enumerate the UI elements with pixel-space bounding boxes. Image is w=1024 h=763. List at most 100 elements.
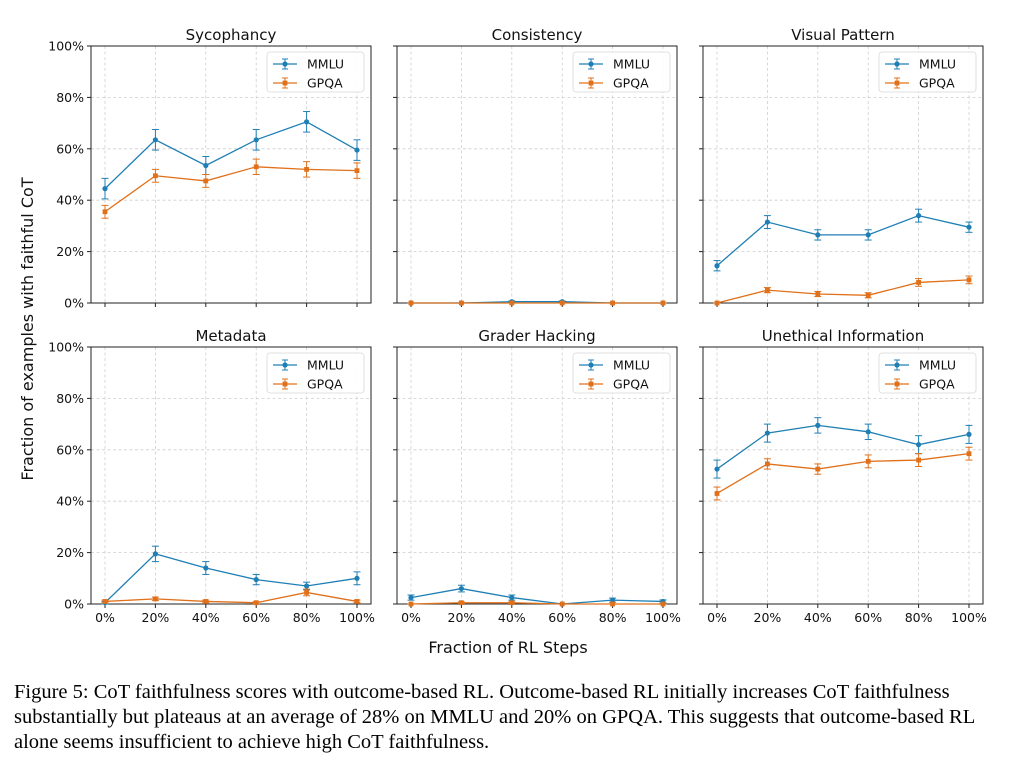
- x-tick-label: 60%: [548, 610, 576, 625]
- series-mmlu: [713, 208, 973, 272]
- legend-box: [878, 352, 977, 394]
- data-point: [714, 491, 720, 496]
- y-tick-label: 80%: [56, 90, 84, 105]
- data-point: [559, 601, 565, 607]
- legend-item-gpqa: GPQA: [885, 377, 955, 392]
- y-tick-label: 60%: [56, 442, 84, 457]
- figure-caption: Figure 5: CoT faithfulness scores with o…: [14, 681, 975, 753]
- legend-box: [878, 51, 977, 93]
- series-mmlu: [101, 545, 361, 606]
- y-tick-label: 0%: [64, 597, 84, 612]
- x-tick-label: 0%: [707, 610, 727, 625]
- legend-label: MMLU: [919, 358, 956, 373]
- series-mmlu: [713, 417, 973, 479]
- data-point: [865, 458, 871, 464]
- legend-item-mmlu: MMLU: [885, 358, 956, 373]
- series-gpqa: [407, 600, 667, 607]
- data-point: [966, 224, 972, 230]
- data-point: [253, 164, 259, 170]
- legend-marker: [894, 362, 900, 368]
- x-tick-label: 20%: [754, 610, 782, 625]
- legend: MMLU GPQA: [878, 352, 977, 394]
- legend-label: GPQA: [613, 377, 649, 392]
- data-point: [509, 300, 515, 306]
- legend-marker: [588, 61, 594, 67]
- legend-item-mmlu: MMLU: [579, 57, 650, 72]
- data-point: [916, 442, 922, 448]
- data-point: [203, 162, 209, 169]
- data-point: [102, 186, 108, 192]
- data-point: [966, 451, 972, 457]
- series-gpqa: [713, 275, 973, 306]
- x-tick-label: 100%: [339, 610, 375, 625]
- data-point: [408, 300, 414, 306]
- legend-marker: [894, 61, 900, 67]
- legend-label: MMLU: [613, 358, 650, 373]
- y-tick-label: 100%: [48, 39, 84, 54]
- chart-title: Unethical Information: [762, 327, 924, 345]
- x-tick-label: 60%: [242, 610, 270, 625]
- x-tick-label: 20%: [142, 610, 170, 625]
- x-tick-label: 0%: [401, 610, 421, 625]
- legend-label: GPQA: [307, 76, 343, 91]
- data-point: [102, 209, 108, 215]
- legend-label: GPQA: [919, 76, 955, 91]
- data-point: [304, 590, 309, 595]
- data-point: [203, 599, 209, 604]
- series-gpqa: [407, 300, 667, 306]
- legend-box: [572, 51, 671, 93]
- x-tick-label: 20%: [448, 610, 476, 625]
- series-line: [716, 279, 970, 304]
- series-mmlu: [101, 111, 361, 200]
- y-tick-label: 60%: [56, 141, 84, 156]
- data-point: [714, 466, 720, 472]
- figure-svg: Fraction of examples with faithful CoT F…: [18, 26, 987, 657]
- y-tick-label: 20%: [56, 545, 84, 560]
- x-tick-label: 40%: [498, 610, 526, 625]
- legend-item-gpqa: GPQA: [273, 76, 343, 91]
- series-line: [104, 553, 358, 604]
- data-point: [660, 601, 666, 607]
- legend-marker: [588, 381, 594, 387]
- series-gpqa: [101, 158, 361, 219]
- x-tick-label: 80%: [599, 610, 627, 625]
- data-point: [408, 594, 414, 601]
- data-point: [916, 457, 921, 463]
- series-line: [104, 166, 358, 213]
- data-point: [304, 119, 310, 125]
- data-point: [865, 292, 871, 298]
- legend-item-gpqa: GPQA: [273, 377, 343, 392]
- legend-marker: [588, 80, 594, 86]
- legend-marker: [282, 61, 288, 67]
- series-line: [410, 587, 664, 605]
- legend: MMLU GPQA: [266, 352, 365, 394]
- data-point: [153, 173, 158, 179]
- plot-frame: [702, 346, 984, 605]
- y-tick-label: 20%: [56, 244, 84, 259]
- data-point: [253, 600, 259, 606]
- data-point: [152, 137, 158, 143]
- plot-frame: [90, 45, 372, 304]
- legend-box: [266, 51, 365, 93]
- chart-panel-6: 0% 20% 40% 60% 80% 100% Unethical Information M…: [699, 327, 987, 625]
- data-point: [764, 430, 771, 436]
- data-point: [102, 599, 108, 604]
- data-point: [253, 137, 259, 143]
- x-tick-label: 100%: [951, 610, 987, 625]
- data-point: [865, 429, 871, 435]
- data-point: [865, 232, 871, 238]
- legend-item-gpqa: GPQA: [579, 377, 649, 392]
- series-line: [716, 453, 970, 495]
- data-point: [714, 300, 720, 306]
- series-line: [716, 214, 970, 267]
- data-point: [916, 280, 921, 285]
- data-point: [153, 596, 158, 602]
- legend-label: GPQA: [307, 377, 343, 392]
- y-tick-label: 80%: [56, 391, 84, 406]
- legend-item-mmlu: MMLU: [273, 57, 344, 72]
- data-point: [152, 551, 158, 557]
- legend-marker: [894, 381, 900, 387]
- legend-marker: [588, 362, 594, 368]
- legend-item-gpqa: GPQA: [579, 76, 649, 91]
- series-gpqa: [101, 588, 361, 606]
